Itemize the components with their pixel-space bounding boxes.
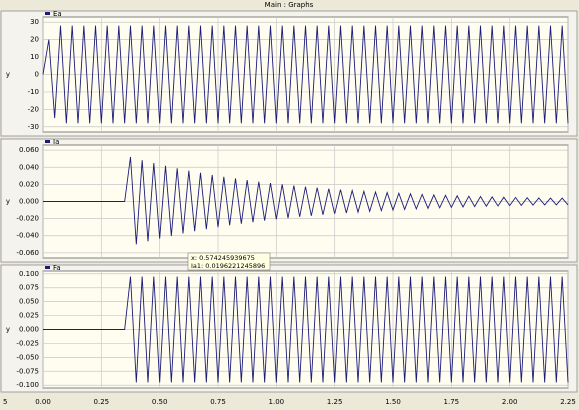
y-tick-label: -10 xyxy=(28,88,39,96)
legend-swatch xyxy=(45,140,50,143)
signal-line xyxy=(42,25,569,124)
y-tick-label: 10 xyxy=(30,53,39,61)
y-tick-label: 0.020 xyxy=(19,180,39,188)
x-tick-label: 0.00 xyxy=(35,398,51,406)
signal-line xyxy=(43,156,569,245)
y-tick-label: 0.060 xyxy=(19,146,39,154)
y-tick-label: -20 xyxy=(28,105,39,113)
legend-label: Ea xyxy=(53,10,62,18)
y-axis-label: y xyxy=(6,71,10,79)
y-tick-label: 0.025 xyxy=(19,312,39,320)
y-tick-label: -0.050 xyxy=(16,353,39,361)
y-tick-label: -0.100 xyxy=(16,381,39,389)
legend-swatch xyxy=(45,266,50,269)
x-tick-label: 1.25 xyxy=(327,398,343,406)
legend-swatch xyxy=(45,12,50,15)
y-tick-label: -0.040 xyxy=(16,232,39,240)
y-tick-label: 0 xyxy=(35,71,39,79)
legend-label: Ia xyxy=(53,138,59,146)
y-tick-label: 0.040 xyxy=(19,163,39,171)
y-tick-label: -0.020 xyxy=(16,215,39,223)
x-tick-label: 1.00 xyxy=(269,398,285,406)
tooltip-y: Ia1: 0.0196221245896 xyxy=(191,262,265,270)
y-tick-label: 0.000 xyxy=(19,198,39,206)
tooltip-x: x: 0.574245939675 xyxy=(191,254,255,262)
x-tick-label: 1.50 xyxy=(385,398,401,406)
signal-line xyxy=(43,276,569,383)
x-tick-label: 0.75 xyxy=(210,398,226,406)
y-tick-label: 0.100 xyxy=(19,270,39,278)
y-tick-label: -0.075 xyxy=(16,367,39,375)
x-tick-label: 0.50 xyxy=(152,398,168,406)
window-title: Main : Graphs xyxy=(265,1,314,9)
y-tick-label: 0.000 xyxy=(19,326,39,334)
y-tick-label: 30 xyxy=(30,18,39,26)
y-tick-label: 20 xyxy=(30,36,39,44)
x-tick-label: 1.75 xyxy=(444,398,460,406)
y-tick-label: 0.050 xyxy=(19,298,39,306)
y-axis-label: y xyxy=(6,198,10,206)
x-tick-label: 0.25 xyxy=(94,398,110,406)
corner-label: 5 xyxy=(3,398,7,406)
y-tick-label: -0.060 xyxy=(16,249,39,257)
legend-label: Fa xyxy=(53,264,61,272)
x-tick-label: 2.25 xyxy=(560,398,576,406)
y-tick-label: 0.075 xyxy=(19,284,39,292)
x-tick-label: 2.00 xyxy=(502,398,518,406)
y-tick-label: -0.025 xyxy=(16,339,39,347)
tooltip-box xyxy=(187,252,271,271)
y-tick-label: -30 xyxy=(28,123,39,131)
y-axis-label: y xyxy=(6,326,10,334)
